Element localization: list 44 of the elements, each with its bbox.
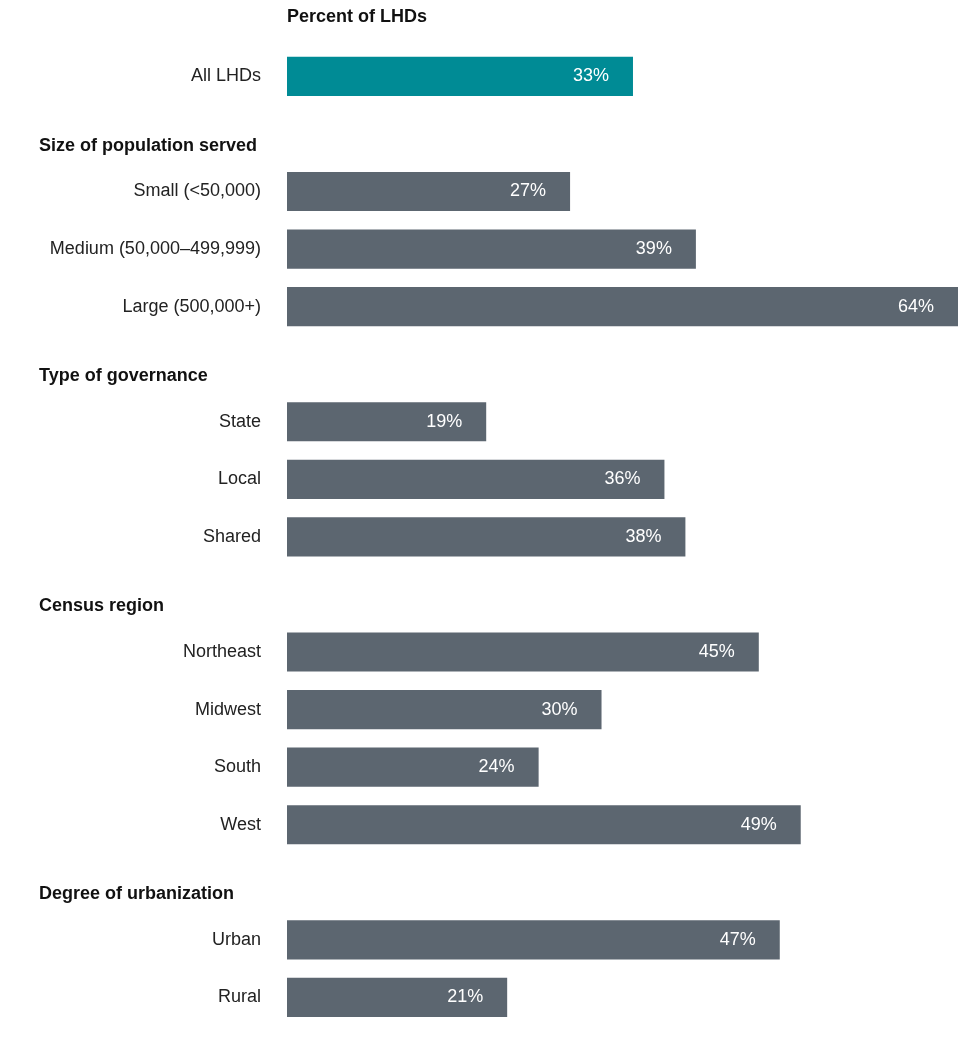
data-label: 33%	[572, 65, 609, 86]
bar	[287, 690, 602, 730]
bar	[287, 229, 696, 269]
y-tick-label: Shared	[202, 525, 261, 546]
text: Type of governance	[39, 365, 208, 386]
y-tick-label: West	[220, 813, 261, 834]
data-label: 45%	[698, 641, 735, 661]
text: Degree of urbanization	[39, 883, 235, 904]
y-tick-label: Small (<50,000)	[133, 180, 261, 201]
y-tick-label: All LHDs	[190, 65, 261, 86]
data-label: 49%	[740, 813, 777, 834]
y-tick-label: South	[213, 756, 261, 777]
bar	[287, 287, 958, 327]
y-tick-label: Urban	[211, 928, 261, 949]
text: Size of population served	[39, 134, 258, 155]
data-label: 36%	[604, 468, 641, 489]
bar	[287, 805, 801, 845]
bar	[287, 632, 759, 672]
data-label: 21%	[447, 986, 484, 1007]
bar	[287, 171, 571, 212]
y-tick-label: Midwest	[194, 698, 261, 719]
y-tick-label: Northeast	[182, 641, 261, 661]
y-tick-label: Medium (50,000–499,999)	[49, 238, 261, 259]
chart-title: Percent of LHDs	[287, 5, 428, 26]
text: Census region	[39, 595, 165, 616]
bar	[287, 517, 686, 557]
y-tick-label: State	[218, 410, 261, 431]
y-tick-label: Large (500,000+)	[122, 295, 261, 316]
bar	[287, 56, 633, 96]
y-tick-label: Rural	[217, 986, 261, 1007]
bar	[287, 459, 665, 499]
data-label: 27%	[510, 180, 547, 201]
data-label: 64%	[897, 295, 934, 316]
data-label: 47%	[719, 928, 756, 949]
data-label: 38%	[625, 525, 662, 546]
data-label: 24%	[478, 756, 515, 777]
bar	[287, 920, 780, 960]
data-label: 30%	[541, 698, 578, 719]
data-label: 19%	[426, 410, 463, 431]
bar	[287, 977, 508, 1017]
bar	[287, 747, 539, 787]
bar	[287, 402, 487, 442]
data-label: 39%	[635, 238, 672, 259]
y-tick-label: Local	[217, 468, 261, 489]
